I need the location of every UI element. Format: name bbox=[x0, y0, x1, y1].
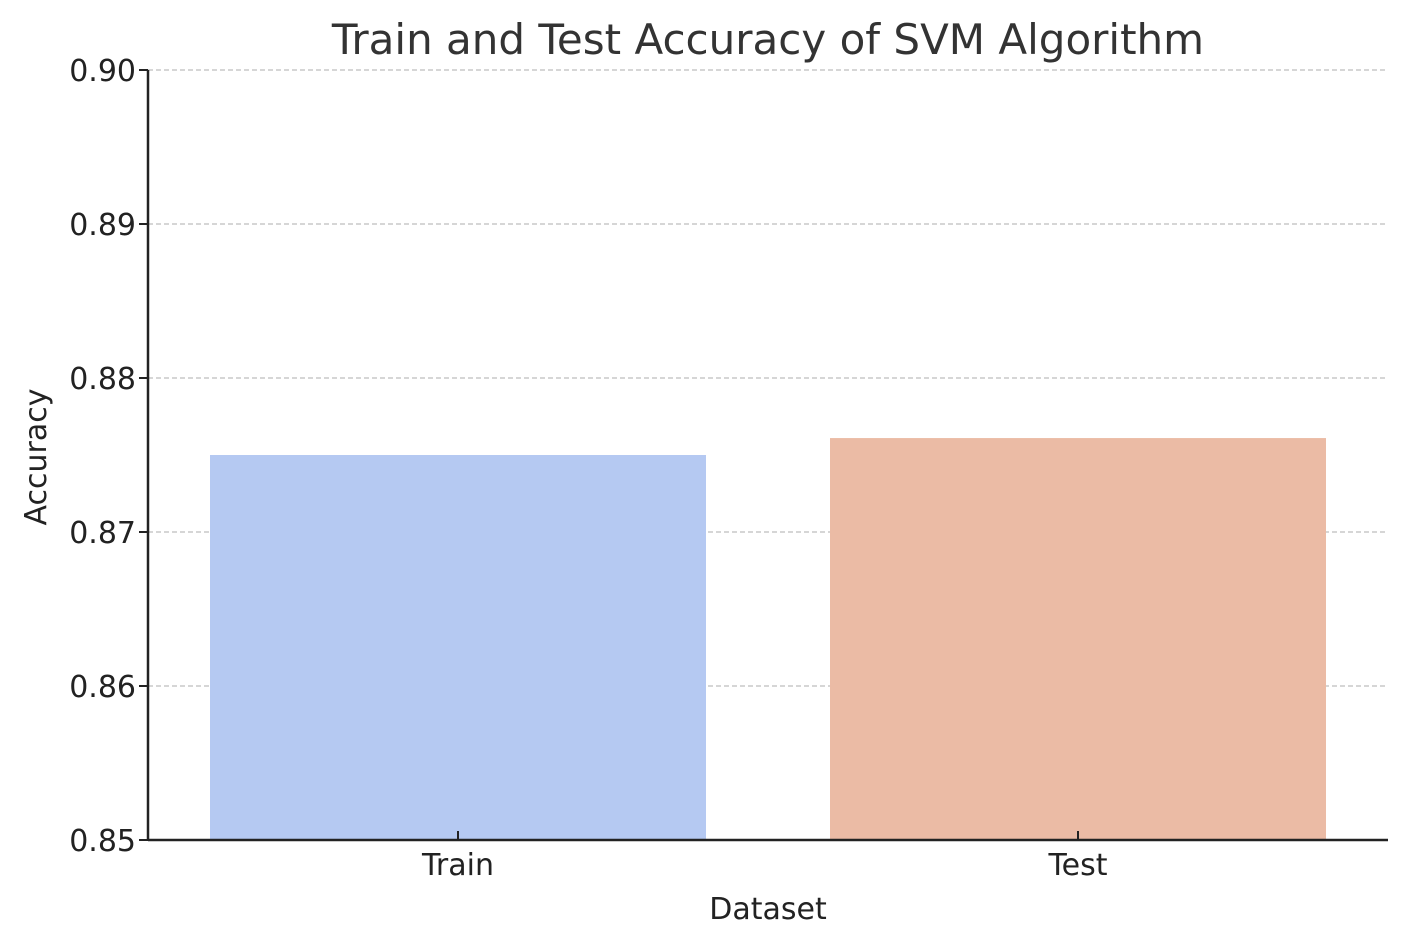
bar-test bbox=[830, 438, 1326, 840]
bar-train bbox=[210, 455, 706, 840]
y-tick-label: 0.88 bbox=[69, 362, 136, 397]
y-tick-label: 0.90 bbox=[69, 54, 136, 89]
chart-title: Train and Test Accuracy of SVM Algorithm bbox=[331, 15, 1204, 64]
y-axis-label: Accuracy bbox=[19, 389, 54, 526]
x-tick-label: Train bbox=[421, 848, 494, 883]
bars bbox=[210, 438, 1326, 840]
y-tick-label: 0.86 bbox=[69, 670, 136, 705]
x-axis-label: Dataset bbox=[709, 892, 827, 927]
y-tick-label: 0.89 bbox=[69, 208, 136, 243]
x-ticks: Train Test bbox=[421, 831, 1108, 883]
y-tick-label: 0.87 bbox=[69, 516, 136, 551]
axes bbox=[146, 70, 1388, 842]
y-ticks: 0.85 0.86 0.87 0.88 0.89 0.90 bbox=[69, 54, 148, 859]
x-tick-label: Test bbox=[1047, 848, 1107, 883]
y-tick-label: 0.85 bbox=[69, 824, 136, 859]
